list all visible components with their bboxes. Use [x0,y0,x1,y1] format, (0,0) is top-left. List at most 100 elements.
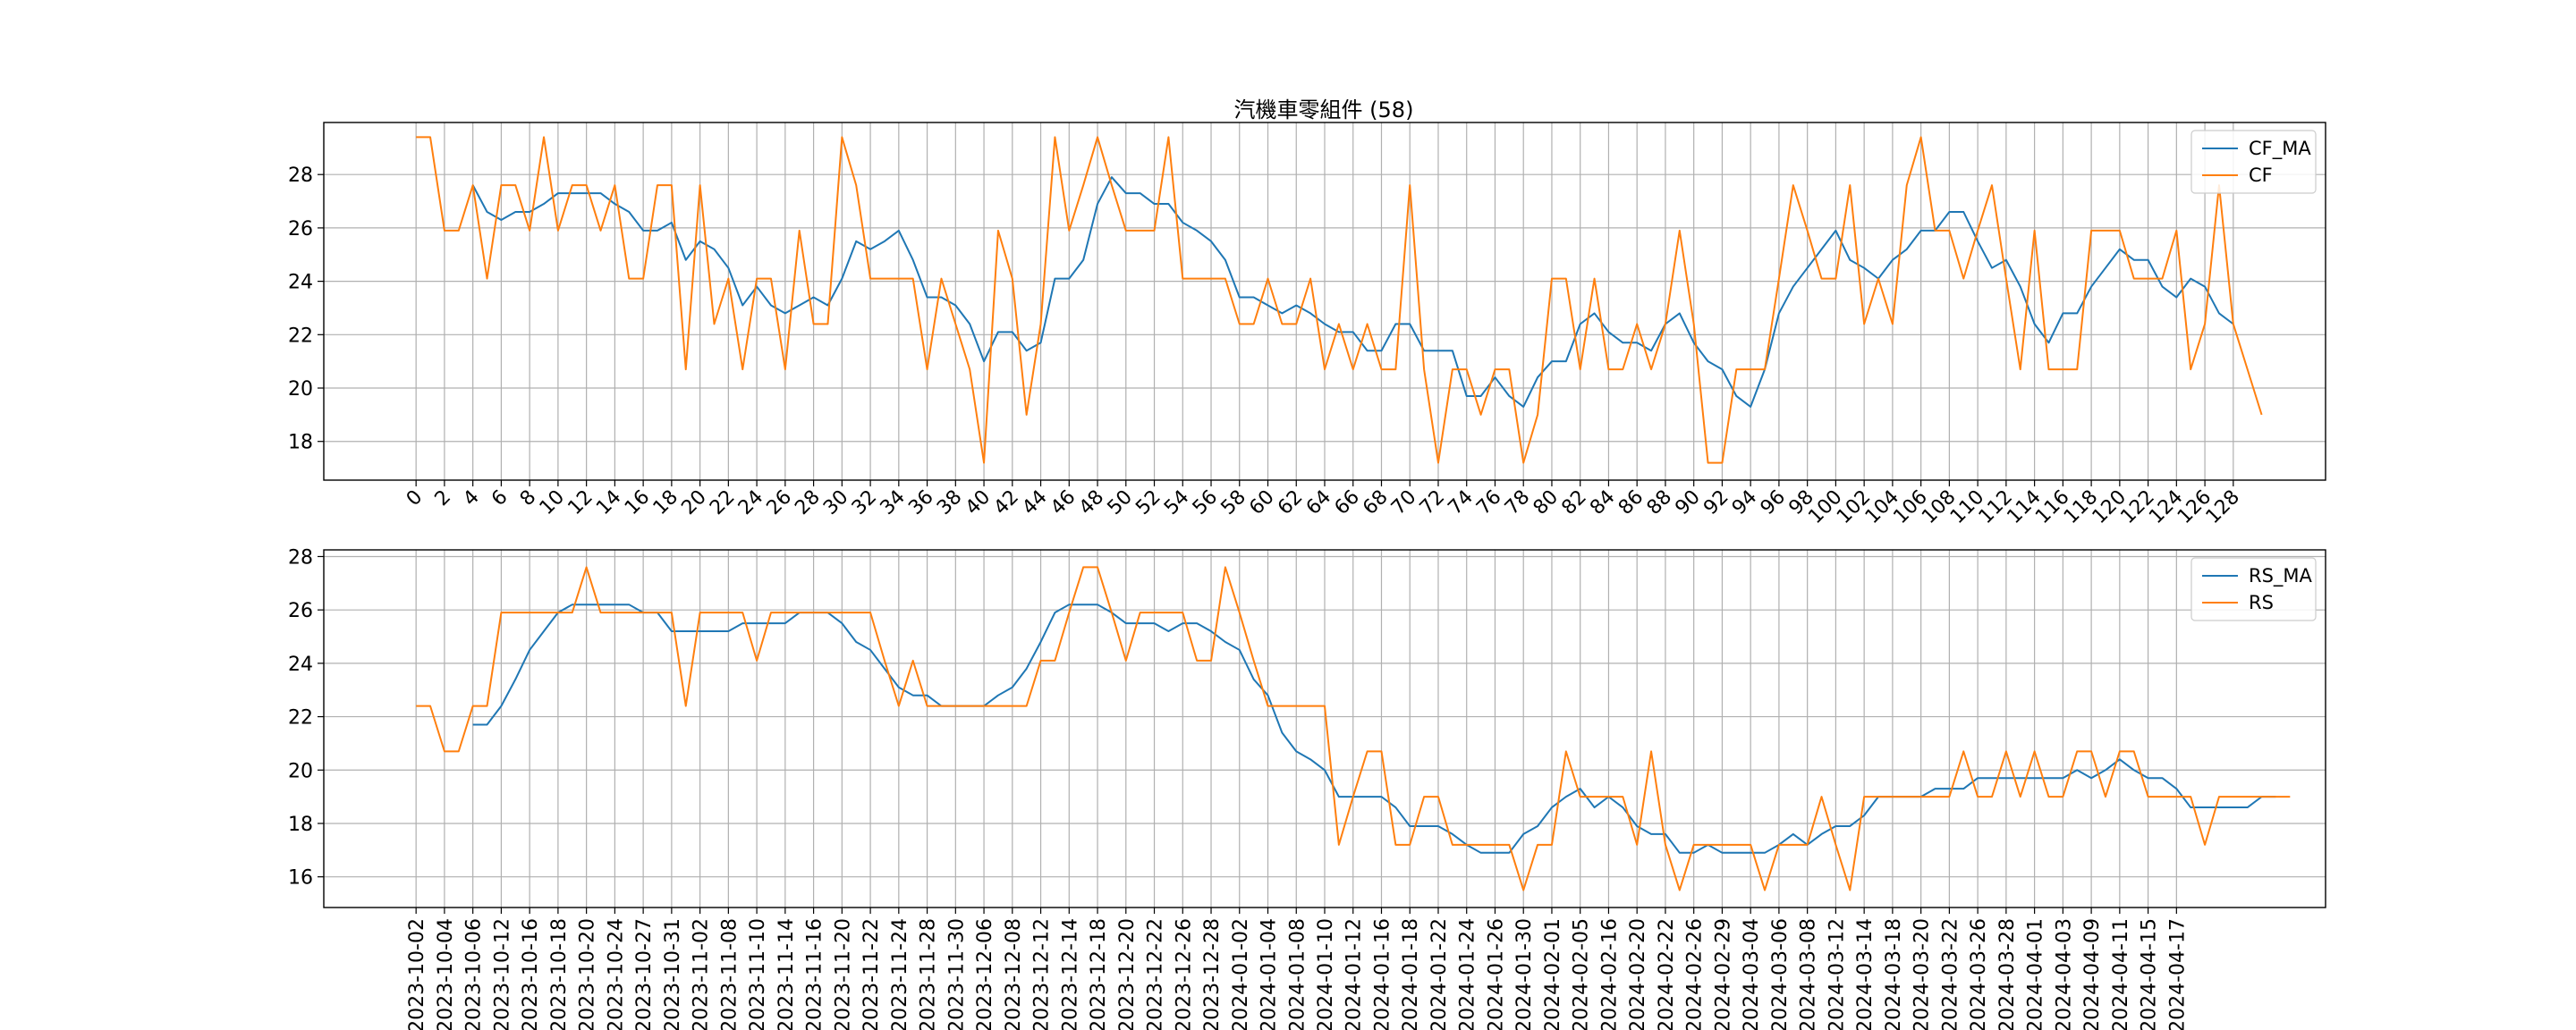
chart-bottom-x-tick-label: 2024-01-18 [1400,918,1422,1030]
chart-bottom-x-tick-label: 2024-01-26 [1485,918,1507,1030]
chart-bottom-x-tick-label: 2023-12-26 [1173,918,1195,1030]
chart-top-legend-label-cf-ma: CF_MA [2249,138,2311,160]
chart-bottom-x-tick-label: 2023-12-22 [1145,918,1167,1030]
chart-bottom-x-tick-label: 2024-04-01 [2025,918,2047,1030]
chart-bottom-x-tick-label: 2023-11-14 [775,918,798,1030]
chart-bottom-x-tick-label: 2024-04-03 [2053,918,2075,1030]
chart-bottom-x-tick-label: 2023-10-06 [463,918,486,1030]
chart-bottom-x-tick-label: 2023-10-31 [662,918,684,1030]
chart-bottom-x-tick-label: 2024-02-05 [1571,918,1593,1030]
chart-bottom-x-tick-label: 2024-03-28 [1996,918,2019,1030]
chart-bottom-x-tick-label: 2023-12-20 [1116,918,1139,1030]
chart-bottom-x-tick-label: 2024-04-09 [2081,918,2104,1030]
chart-bottom-x-tick-label: 2024-02-29 [1712,918,1734,1030]
chart-bottom-x-tick-label: 2024-03-14 [1854,918,1877,1030]
chart-bottom-x-tick-label: 2023-11-30 [945,918,968,1030]
chart-bottom-y-tick-label: 16 [288,867,313,890]
chart-bottom-x-tick-label: 2023-11-20 [832,918,854,1030]
chart-bottom-series-rs-ma [472,604,2276,854]
chart-bottom-x-tick-label: 2023-11-02 [691,918,713,1030]
chart-bottom-x-tick-label: 2024-03-26 [1968,918,1990,1030]
chart-bottom-x-tick-label: 2024-04-11 [2110,918,2132,1030]
chart-top-series-cf [416,136,2263,464]
chart-bottom-x-tick-label: 2023-12-08 [1003,918,1025,1030]
chart-top-y-tick-label: 20 [288,378,313,401]
chart-bottom-x-tick-label: 2023-12-06 [974,918,996,1030]
chart-bottom-x-tick-label: 2024-04-17 [2166,918,2189,1030]
chart-bottom-x-tick-label: 2024-02-01 [1542,918,1564,1030]
chart-bottom-x-tick-label: 2024-03-04 [1741,918,1763,1030]
chart-bottom-x-tick-label: 2023-11-10 [747,918,769,1030]
chart-bottom-x-tick-label: 2023-10-27 [633,918,656,1030]
chart-bottom-x-tick-label: 2023-11-22 [860,918,883,1030]
chart-bottom-x-tick-label: 2024-01-24 [1457,918,1479,1030]
chart-bottom-series-rs [416,566,2291,891]
chart-bottom-x-tick-label: 2024-02-26 [1684,918,1707,1030]
chart-top-y-tick-label: 26 [288,218,313,241]
chart-bottom-x-tick-label: 2024-03-08 [1798,918,1820,1030]
chart-bottom-x-tick-label: 2023-11-08 [718,918,741,1030]
chart-top-legend: CF_MA CF [2190,130,2317,194]
chart-top-series-layer [416,136,2263,464]
chart-top-series-cf-ma [471,176,2234,408]
chart-bottom-x-tick-label: 2023-11-28 [918,918,940,1030]
chart-bottom-grid [324,550,2326,908]
chart-bottom-y-axis: 16 18 20 22 24 26 28 [288,546,324,890]
chart-bottom-legend-label-rs-ma: RS_MA [2249,565,2313,587]
chart-bottom-x-tick-label: 2023-12-14 [1059,918,1081,1030]
chart-top-y-tick-label: 24 [288,272,313,294]
chart-top-legend-box [2190,130,2317,194]
chart-bottom-y-tick-label: 20 [288,760,313,782]
chart-bottom-x-tick-label: 2023-11-24 [889,918,911,1030]
chart-bottom-legend-label-rs: RS [2249,592,2274,613]
chart-bottom-x-tick-label: 2023-10-24 [605,918,627,1030]
chart-bottom-x-tick-label: 2024-01-08 [1286,918,1309,1030]
chart-bottom-y-tick-label: 22 [288,707,313,730]
chart-bottom-x-tick-label: 2023-12-18 [1088,918,1110,1030]
chart-bottom-x-tick-label: 2024-03-22 [1939,918,1962,1030]
chart-bottom-x-tick-label: 2023-12-28 [1201,918,1224,1030]
chart-bottom-legend: RS_MA RS [2190,557,2317,621]
chart-bottom-y-tick-label: 26 [288,600,313,622]
chart-bottom-x-axis: 2023-10-02 2023-10-04 2023-10-06 2023-10-12… [406,908,2189,1030]
chart-top-y-axis: 18 20 22 24 26 28 [288,165,324,454]
chart-bottom-x-tick-label: 2024-01-02 [1230,918,1252,1030]
chart-bottom-x-tick-label: 2024-04-15 [2139,918,2161,1030]
chart-bottom-x-tick-label: 2024-01-22 [1428,918,1451,1030]
chart-bottom-y-tick-label: 24 [288,654,313,676]
chart-top-legend-label-cf: CF [2249,165,2273,186]
chart-top-y-tick-label: 18 [288,432,313,454]
chart-bottom-x-tick-label: 2023-10-12 [491,918,513,1030]
chart-bottom-x-tick-label: 2024-03-06 [1769,918,1792,1030]
chart-bottom-series-layer [416,566,2291,891]
chart-bottom-y-tick-label: 28 [288,546,313,569]
chart-bottom-x-tick-label: 2024-03-12 [1826,918,1848,1030]
chart-bottom-x-tick-label: 2024-01-16 [1371,918,1394,1030]
chart-bottom-x-tick-label: 2023-10-16 [520,918,542,1030]
chart-bottom-x-tick-label: 2024-01-04 [1258,918,1281,1030]
chart-bottom-x-tick-label: 2023-12-12 [1031,918,1054,1030]
chart-bottom-x-tick-label: 2024-01-12 [1343,918,1366,1030]
chart-bottom-legend-box [2190,557,2317,621]
chart-bottom-y-tick-label: 18 [288,814,313,836]
chart-bottom-x-tick-label: 2024-03-20 [1911,918,1934,1030]
chart-bottom-x-tick-label: 2023-10-04 [435,918,457,1030]
chart-bottom-x-tick-label: 2024-03-18 [1883,918,1905,1030]
chart-bottom-x-tick-label: 2024-02-16 [1598,918,1621,1030]
chart-bottom-x-tick-label: 2024-01-10 [1315,918,1337,1030]
chart-bottom-x-tick-label: 2023-10-02 [406,918,428,1030]
chart-bottom-x-tick-label: 2023-11-16 [804,918,826,1030]
chart-bottom-x-tick-label: 2023-10-18 [548,918,571,1030]
chart-bottom-x-tick-label: 2024-02-22 [1656,918,1678,1030]
chart-top-grid [324,122,2326,480]
chart-bottom-x-tick-label: 2024-01-30 [1513,918,1536,1030]
chart-top-y-tick-label: 28 [288,165,313,187]
chart-bottom-x-tick-label: 2024-02-20 [1627,918,1649,1030]
chart-top-y-tick-label: 22 [288,325,313,347]
chart-top-title: 汽機車零組件 (58) [1234,97,1414,122]
chart-bottom-x-tick-label: 2023-10-20 [577,918,599,1030]
